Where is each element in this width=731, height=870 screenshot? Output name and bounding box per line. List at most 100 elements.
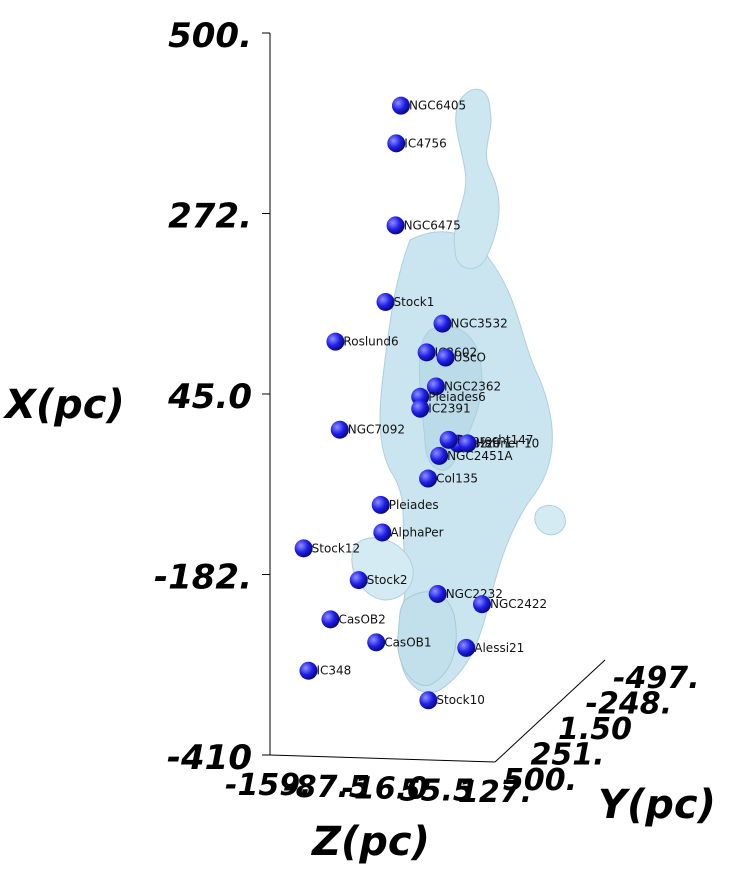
point-label: Pleiades6 [428,390,486,404]
point-label: Haffner 10 [476,436,540,450]
point-marker [417,343,436,362]
point-label: Stock2 [367,573,408,587]
data-point: CasOB1 [367,633,432,652]
data-point: Stock2 [349,571,408,590]
point-label: Stock1 [394,295,435,309]
point-label: CasOB1 [384,635,431,649]
point-marker [419,691,438,710]
z-axis-line [269,754,496,763]
z-tick-label: -159. [225,768,311,803]
point-marker [367,633,386,652]
point-label: NGC2451A [447,449,513,463]
point-marker [376,292,395,311]
point-label: NGC7092 [348,423,405,437]
data-point: IC348 [299,661,351,680]
point-marker [419,469,438,488]
z-tick-label: 55.5 [400,773,474,808]
data-point: Haffner 10 [458,434,540,453]
point-label: Pozzo 1 [466,437,512,451]
density-blob-top [453,88,500,270]
point-label: NGC2422 [490,597,547,611]
axis-ticks: 500. 272. 45.0 -182. -410-159.-87.5-16.055.5… [154,16,699,810]
point-label: Col135 [436,472,478,486]
point-label: IC348 [316,664,351,678]
point-label: NGC6475 [404,218,461,232]
data-point: NGC6405 [391,96,466,115]
point-label: Stock12 [312,541,360,555]
y-tick-label: -248. [586,687,672,722]
point-marker [299,661,318,680]
point-marker [330,420,349,439]
point-marker [326,332,345,351]
data-points: NGC6405 IC4756 NGC6475 Stock1 NGC3532 Roslund… [294,96,547,710]
density-blob-right [534,504,566,536]
point-label: CasOB2 [338,612,385,626]
z-axis-title: Z(pc) [310,819,430,865]
point-marker [473,595,492,614]
data-point: IC4756 [387,134,447,153]
data-point: AlphaPer [373,523,444,542]
data-point: Alessi21 [457,638,524,657]
point-marker [391,96,410,115]
data-point: Stock10 [419,691,485,710]
x-axis-title: X(pc) [2,382,125,428]
data-point: Stock12 [294,539,360,558]
point-marker [386,216,405,235]
x-tick-label: -410 [167,738,252,778]
data-point: NGC2362 [426,377,501,396]
point-marker [458,434,477,453]
y-tick-label: 1.50 [558,712,632,747]
point-marker [294,539,313,558]
data-point: CasOB2 [321,610,386,629]
y-tick-label: -497. [613,661,699,696]
data-point: Pleiades [371,495,439,514]
point-label: Stock10 [436,693,484,707]
data-point: NGC3532 [433,314,508,333]
x-tick-label: 272. [168,197,252,237]
point-label: NGC3532 [451,317,508,331]
point-marker [426,377,445,396]
point-label: IC2391 [428,402,470,416]
point-label: AlphaPer [390,525,443,539]
point-label: Roslund6 [343,335,398,349]
point-marker [373,523,392,542]
data-point: IC2391 [411,399,471,418]
point-marker [433,314,452,333]
z-tick-label: 127. [458,775,532,810]
data-point: NGC6475 [386,216,461,235]
data-point: NGC7092 [330,420,405,439]
z-tick-label: -16.0 [342,772,428,807]
data-point: NGC2451A [430,446,513,465]
point-marker [387,134,406,153]
data-point: UScO [436,348,486,367]
y-tick-label: 500. [503,763,577,798]
point-marker [349,571,368,590]
point-label: Alessi21 [474,641,524,655]
point-label: Pleiades [389,498,439,512]
point-marker [411,399,430,418]
y-axis-line [494,659,606,763]
point-label: NGC6405 [409,99,466,113]
point-marker [430,446,449,465]
y-tick-label: 251. [531,738,605,773]
point-marker [428,584,447,603]
y-axis-title: Y(pc) [598,782,716,828]
data-point: Stock1 [376,292,435,311]
data-point: NGC2232 [428,584,503,603]
data-point: NGC2422 [473,595,547,614]
z-tick-label: -87.5 [283,770,369,805]
point-marker [371,495,390,514]
x-tick-label: 45.0 [167,377,252,417]
point-marker [321,610,340,629]
data-point: Col135 [419,469,478,488]
point-label: NGC2362 [444,379,501,393]
point-label: UScO [454,351,486,365]
point-label: NGC2232 [446,587,503,601]
point-label: IC4756 [404,136,446,150]
point-marker [436,348,455,367]
x-tick-label: -182. [154,558,252,598]
data-point: Roslund6 [326,332,399,351]
point-marker [439,430,458,449]
point-marker [457,638,476,657]
